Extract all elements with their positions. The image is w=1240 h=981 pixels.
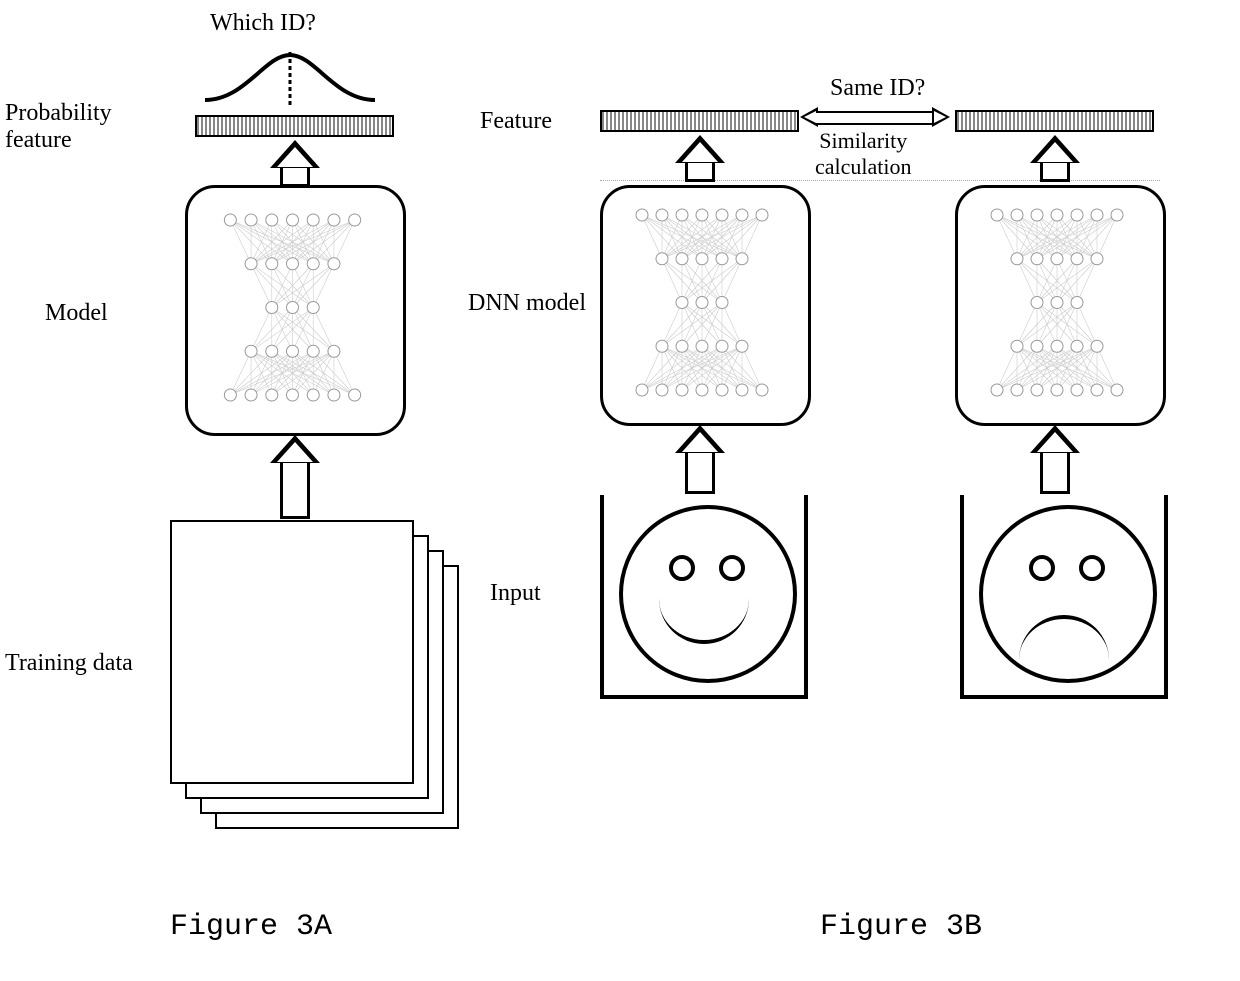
feature-bar-right (955, 110, 1154, 132)
arrow-inputL-to-model (675, 425, 725, 494)
dnn-model-label: DNN model (468, 290, 586, 317)
feature-bar-left (600, 110, 799, 132)
training-data-label: Training data (5, 650, 133, 677)
arrow-data-to-model (270, 435, 320, 519)
arrow-inputR-to-model (1030, 425, 1080, 494)
figure-3b-caption: Figure 3B (820, 910, 982, 944)
arrow-model-to-feature (270, 140, 320, 187)
feature-label: Feature (480, 108, 552, 135)
model-label: Model (45, 300, 108, 327)
same-id-label: Same ID? (830, 75, 925, 102)
neural-net-icon (210, 205, 375, 410)
input-label: Input (490, 580, 541, 607)
eye-icon (719, 555, 745, 581)
similarity-label: Similarity calculation (815, 128, 912, 180)
similarity-arrow (800, 108, 950, 126)
input-face-left (600, 495, 808, 699)
neural-net-icon (977, 200, 1137, 405)
which-id-label: Which ID? (210, 10, 316, 37)
neural-net-icon (622, 200, 782, 405)
arrow-modelL-to-feature (675, 135, 725, 182)
eye-icon (1029, 555, 1055, 581)
eye-icon (1079, 555, 1105, 581)
probability-feature-bar (195, 115, 394, 137)
figure-3a-caption: Figure 3A (170, 910, 332, 944)
input-face-right (960, 495, 1168, 699)
eye-icon (669, 555, 695, 581)
probability-feature-label: Probability feature (5, 100, 112, 154)
arrow-modelR-to-feature (1030, 135, 1080, 182)
distribution-curve-icon (200, 50, 380, 110)
